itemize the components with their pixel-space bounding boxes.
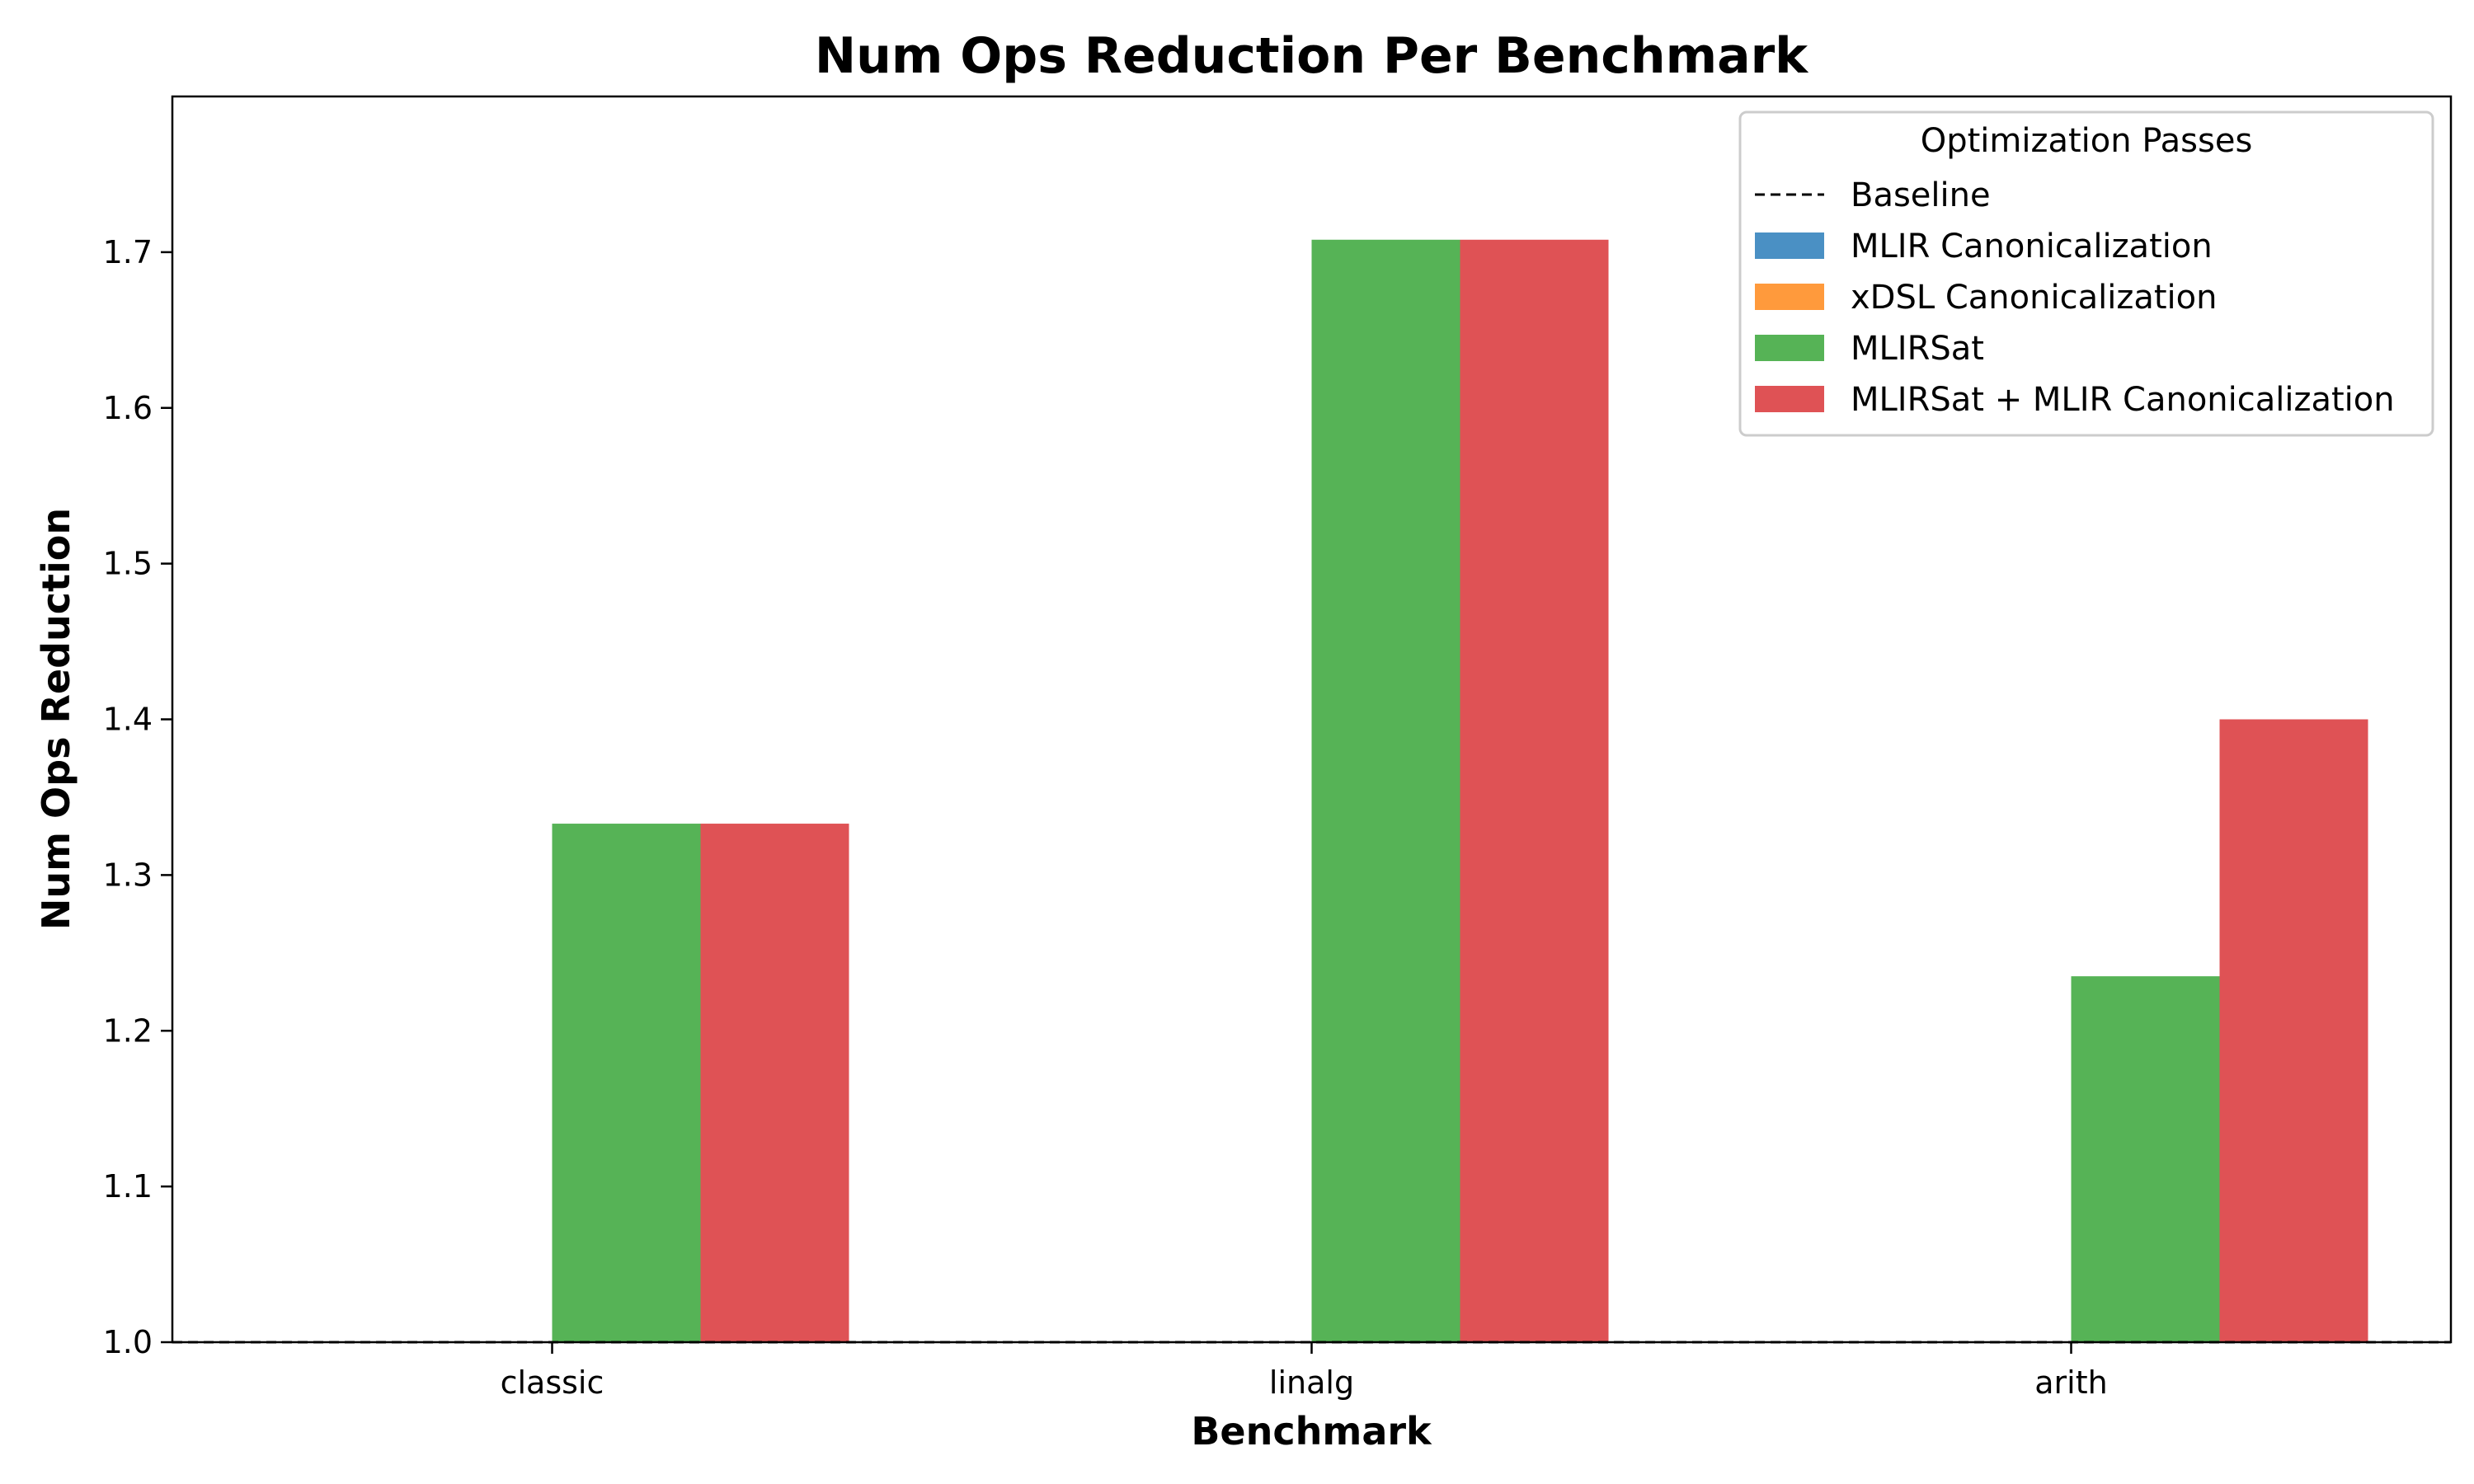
legend-title: Optimization Passes [1921, 122, 2253, 160]
y-tick-label: 1.5 [103, 546, 153, 582]
bar-mlirsat-arith [2071, 976, 2220, 1342]
bar-mlirsat-mlir-canonicalization-linalg [1460, 239, 1609, 1342]
legend-swatch-mlirsat [1755, 335, 1824, 361]
bar-mlirsat-mlir-canonicalization-classic [700, 824, 849, 1342]
y-tick-label: 1.4 [103, 702, 153, 738]
bar-mlirsat-mlir-canonicalization-arith [2219, 719, 2368, 1342]
legend-label-baseline: Baseline [1851, 176, 1991, 214]
y-tick-label: 1.0 [103, 1324, 153, 1360]
bar-mlirsat-classic [552, 824, 701, 1342]
legend-label-mlirsat-mlir-canonicalization: MLIRSat + MLIR Canonicalization [1851, 381, 2395, 419]
y-tick-label: 1.7 [103, 234, 153, 270]
x-tick-label: classic [501, 1364, 604, 1401]
legend-label-xdsl-canonicalization: xDSL Canonicalization [1851, 279, 2217, 317]
legend-label-mlir-canonicalization: MLIR Canonicalization [1851, 228, 2213, 265]
legend-swatch-mlirsat-mlir-canonicalization [1755, 386, 1824, 412]
legend-swatch-xdsl-canonicalization [1755, 284, 1824, 310]
legend: Optimization Passes Baseline MLIR Canonica… [1738, 110, 2434, 437]
x-axis-ticks: classic linalg arith [501, 1342, 2108, 1401]
legend-swatch-mlir-canonicalization [1755, 232, 1824, 259]
x-tick-label: linalg [1269, 1364, 1354, 1401]
y-axis-label: Num Ops Reduction [34, 508, 78, 930]
bar-mlirsat-linalg [1311, 239, 1460, 1342]
y-tick-label: 1.3 [103, 857, 153, 893]
y-tick-label: 1.2 [103, 1012, 153, 1049]
chart-title: Num Ops Reduction Per Benchmark [815, 27, 1809, 85]
y-tick-label: 1.1 [103, 1168, 153, 1205]
legend-box [1738, 110, 2434, 437]
y-axis-ticks: 1.0 1.1 1.2 1.3 1.4 1.5 1.6 1.7 [103, 234, 172, 1360]
y-tick-label: 1.6 [103, 390, 153, 426]
legend-label-mlirsat: MLIRSat [1851, 330, 1984, 368]
x-axis-label: Benchmark [1191, 1409, 1432, 1453]
bars-layer [552, 239, 2368, 1342]
x-tick-label: arith [2034, 1364, 2107, 1401]
